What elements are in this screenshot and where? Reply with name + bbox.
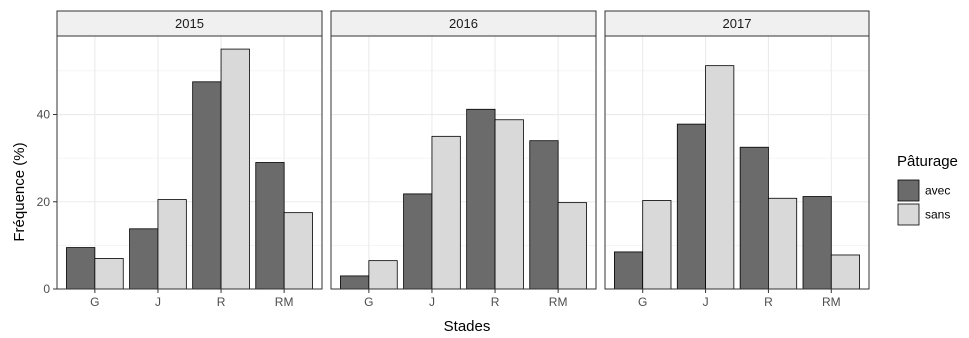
facet-strip-label: 2015 <box>175 16 204 31</box>
y-axis: 0 20 40 <box>37 108 57 296</box>
bar-2016-J-sans <box>431 135 461 290</box>
facet-strip <box>330 10 597 37</box>
x-tick-label: R <box>217 295 226 309</box>
bar-2016-R-sans <box>494 119 524 290</box>
bar-2015-R-avec <box>192 81 222 290</box>
bar-2016-RM-avec <box>529 140 559 290</box>
facet-strip <box>56 10 323 37</box>
bar-2017-G-sans <box>642 200 672 290</box>
legend-label-sans: sans <box>925 208 950 222</box>
x-tick-label: RM <box>822 295 841 309</box>
facet-panels: 2015 G J R RM 2016 G J R RM 2017 G J R RM <box>56 10 870 309</box>
bar-2016-RM-sans <box>557 202 587 290</box>
facet-strip-label: 2016 <box>449 16 478 31</box>
legend-title: Pâturage <box>897 153 958 170</box>
y-tick-label: 0 <box>43 282 50 296</box>
legend-key-avec <box>897 179 920 202</box>
facet-panel-2017: 2017 G J R RM <box>604 10 870 309</box>
x-tick-label: G <box>90 295 99 309</box>
bar-2017-J-avec <box>676 123 706 290</box>
facet-strip <box>604 10 870 37</box>
bar-2016-G-avec <box>340 275 370 290</box>
y-axis-title: Fréquence (%) <box>11 142 28 241</box>
bar-2015-J-sans <box>157 199 187 290</box>
x-tick-label: J <box>155 295 161 309</box>
facet-strip-label: 2017 <box>723 16 752 31</box>
bar-2015-J-avec <box>129 228 159 290</box>
legend-key-sans <box>897 203 920 226</box>
x-tick-label: J <box>429 295 435 309</box>
bar-2016-R-avec <box>466 108 496 290</box>
facet-panel-2015: 2015 G J R RM <box>56 10 323 309</box>
bar-2015-R-sans <box>220 48 250 290</box>
bar-2017-RM-avec <box>802 196 832 290</box>
bar-2016-G-sans <box>368 260 398 290</box>
x-axis-title: Stades <box>444 318 491 335</box>
bar-2017-R-sans <box>768 197 798 290</box>
bar-2016-J-avec <box>403 193 433 290</box>
bar-2017-RM-sans <box>830 254 860 290</box>
x-tick-label: J <box>703 295 709 309</box>
bar-2015-RM-sans <box>283 212 313 290</box>
legend-label-avec: avec <box>925 184 950 198</box>
bar-2015-G-avec <box>66 247 96 290</box>
x-tick-label: R <box>764 295 773 309</box>
bar-2017-R-avec <box>739 146 769 290</box>
bar-2015-RM-avec <box>255 162 285 290</box>
facet-panel-2016: 2016 G J R RM <box>330 10 597 309</box>
x-tick-label: G <box>364 295 373 309</box>
y-tick-label: 20 <box>37 195 51 209</box>
legend: Pâturage avec sans <box>897 153 958 226</box>
y-tick-label: 40 <box>37 108 51 122</box>
x-tick-label: RM <box>275 295 294 309</box>
x-tick-label: RM <box>549 295 568 309</box>
bar-2015-G-sans <box>94 258 124 290</box>
x-tick-label: G <box>638 295 647 309</box>
bar-2017-G-avec <box>614 251 644 290</box>
bar-2017-J-sans <box>705 65 735 290</box>
x-tick-label: R <box>491 295 500 309</box>
